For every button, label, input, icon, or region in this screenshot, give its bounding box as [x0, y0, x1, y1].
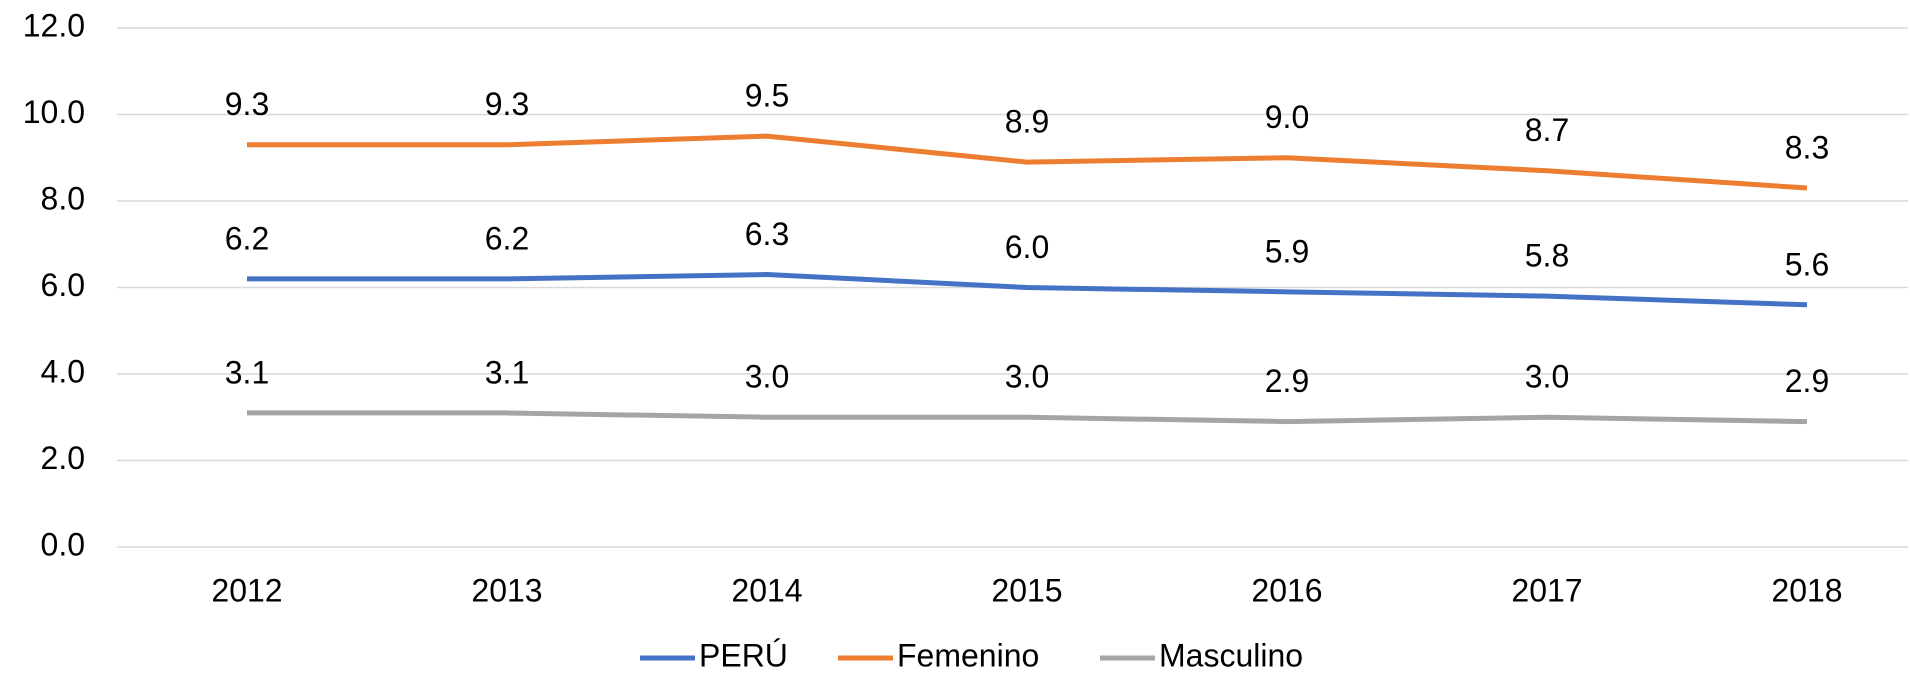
x-tick-label: 2017 [1511, 572, 1582, 608]
data-label: 2.9 [1785, 363, 1829, 399]
data-label: 5.6 [1785, 246, 1829, 282]
data-label: 9.3 [485, 86, 529, 122]
data-label: 8.9 [1005, 104, 1049, 140]
y-tick-label: 2.0 [41, 440, 85, 476]
y-tick-label: 4.0 [41, 353, 85, 389]
data-label: 3.1 [485, 354, 529, 390]
data-label: 3.0 [745, 359, 789, 395]
line [247, 272, 1808, 308]
legend-label: PERÚ [699, 637, 788, 673]
legend-label: Femenino [897, 637, 1039, 673]
data-label: 3.0 [1005, 359, 1049, 395]
data-label: 8.7 [1525, 112, 1569, 148]
data-label: 2.9 [1265, 363, 1309, 399]
data-label: 9.5 [745, 78, 789, 114]
x-tick-label: 2012 [211, 572, 282, 608]
y-tick-label: 6.0 [41, 267, 85, 303]
x-tick-label: 2015 [991, 572, 1062, 608]
data-label: 9.3 [225, 86, 269, 122]
data-label: 6.0 [1005, 229, 1049, 265]
line [247, 133, 1808, 191]
data-label: 3.0 [1525, 359, 1569, 395]
legend-label: Masculino [1159, 637, 1303, 673]
data-label: 8.3 [1785, 129, 1829, 165]
y-tick-label: 8.0 [41, 180, 85, 216]
data-label: 6.3 [745, 216, 789, 252]
x-tick-label: 2016 [1251, 572, 1322, 608]
data-label: 5.8 [1525, 238, 1569, 274]
x-tick-label: 2013 [471, 572, 542, 608]
data-label: 9.0 [1265, 99, 1309, 135]
data-label: 6.2 [485, 220, 529, 256]
x-tick-label: 2014 [731, 572, 802, 608]
data-label: 6.2 [225, 220, 269, 256]
line [247, 410, 1808, 425]
x-tick-label: 2018 [1771, 572, 1842, 608]
y-tick-label: 0.0 [41, 526, 85, 562]
y-tick-label: 10.0 [23, 94, 85, 130]
data-label: 5.9 [1265, 233, 1309, 269]
data-label: 3.1 [225, 354, 269, 390]
y-tick-label: 12.0 [23, 7, 85, 43]
